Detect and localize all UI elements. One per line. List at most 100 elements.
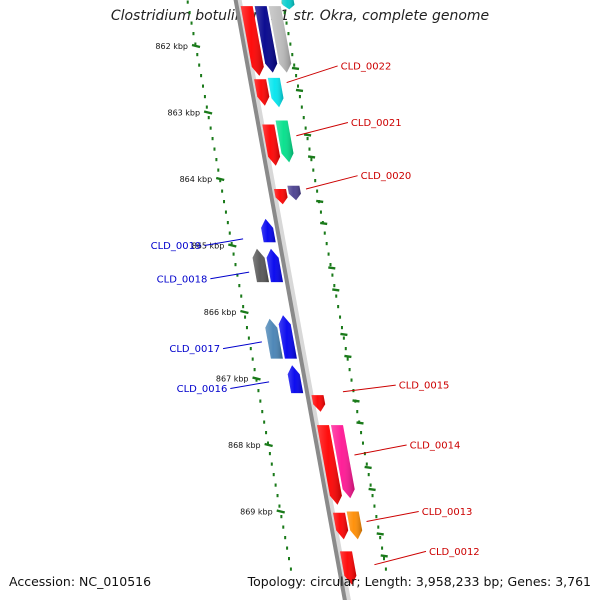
guide-dot (226, 221, 229, 225)
gene-arrow-shade (287, 365, 304, 394)
gene-label-text[interactable]: CLD_0018 (157, 274, 208, 285)
tick-label: 869 kbp (240, 508, 273, 517)
gene-arrow[interactable] (265, 318, 283, 359)
gene-label-text[interactable]: CLD_0015 (399, 381, 450, 392)
tick-mark (276, 509, 286, 514)
gene-label[interactable]: CLD_0016 (177, 381, 270, 395)
gene-label-text[interactable]: CLD_0021 (351, 118, 402, 129)
gene-arrow[interactable] (252, 248, 269, 283)
gene-label[interactable]: CLD_0018 (157, 271, 250, 285)
guide-dot (297, 84, 300, 88)
backbone (233, 0, 347, 600)
gene-arrow[interactable] (317, 425, 342, 505)
gene-arrow[interactable] (287, 365, 304, 394)
tick-mark (252, 376, 261, 381)
gene-arrow[interactable] (262, 124, 281, 166)
gene-arrow[interactable] (266, 248, 283, 283)
gene-label[interactable]: CLD_0021 (296, 118, 402, 137)
gene-label[interactable]: CLD_0012 (374, 547, 480, 566)
tick-mark (264, 442, 273, 448)
gene-label[interactable]: CLD_0020 (305, 171, 412, 190)
guide-dot (344, 347, 347, 351)
gene-arrow[interactable] (278, 315, 297, 359)
tick-mark (228, 243, 237, 248)
gene-arrow[interactable] (331, 425, 355, 499)
guide-dot (219, 179, 222, 183)
gene-label-text[interactable]: CLD_0012 (429, 547, 480, 558)
guide-dot (284, 536, 287, 540)
guide-dot (285, 21, 288, 25)
gene-label-text[interactable]: CLD_0020 (361, 171, 412, 182)
gene-arrow[interactable] (268, 6, 292, 73)
guide-dot (205, 105, 208, 109)
minor-tick (344, 354, 352, 359)
gene-arrow[interactable] (240, 6, 264, 76)
gene-arrow-shade (278, 315, 297, 359)
guide-dot (293, 63, 296, 67)
scale-tick: 862 kbp (155, 42, 201, 51)
gene-label[interactable]: CLD_0013 (366, 507, 473, 522)
gene-arrow[interactable] (261, 218, 276, 243)
guide-dot (323, 231, 326, 235)
minor-tick (295, 88, 304, 93)
gene-arrow[interactable] (311, 395, 326, 412)
minor-tick (303, 133, 312, 137)
gene-arrow-shade (311, 395, 326, 412)
gene-arrow[interactable] (287, 185, 301, 201)
gene-arrow-shade (240, 6, 264, 76)
gene-arrow[interactable] (340, 551, 357, 585)
minor-tick (376, 532, 384, 536)
gene-features (240, 0, 363, 585)
guide-dot (310, 158, 313, 162)
gene-arrow-shade (262, 124, 281, 166)
tick-mark (203, 110, 213, 115)
guide-dot (224, 210, 227, 214)
gene-arrow-shade (340, 551, 357, 585)
gene-label[interactable]: CLD_0015 (342, 381, 450, 393)
guide-dot (329, 263, 332, 267)
scale-tick: 866 kbp (204, 308, 249, 317)
gene-arrow[interactable] (274, 189, 288, 205)
tick-label: 867 kbp (216, 375, 249, 384)
guide-dot (245, 326, 248, 330)
gene-label[interactable]: CLD_0022 (286, 61, 392, 84)
gene-arrow[interactable] (346, 511, 363, 540)
gene-arrow[interactable] (333, 512, 349, 540)
guide-dot (339, 315, 342, 319)
gene-arrow-shade (346, 511, 363, 540)
gene-arrow-shade (275, 120, 294, 163)
gene-label[interactable]: CLD_0014 (354, 441, 461, 456)
label-leader (210, 271, 250, 280)
gene-arrow[interactable] (267, 77, 284, 108)
guide-dot (251, 357, 254, 361)
gene-arrow-shade (287, 185, 301, 201)
guide-dot (230, 242, 233, 246)
guide-dot (211, 137, 214, 141)
guide-dot (242, 305, 245, 309)
gene-arrow[interactable] (281, 0, 295, 10)
guide-dot (373, 504, 376, 508)
guide-dot (200, 74, 203, 78)
gene-arrow-shade (317, 425, 342, 505)
guide-dot (215, 158, 218, 162)
gene-label[interactable]: CLD_0019 (151, 238, 244, 252)
guide-dot (337, 305, 340, 309)
gene-label-text[interactable]: CLD_0017 (169, 344, 220, 355)
tick-mark (191, 43, 201, 49)
gene-label-text[interactable]: CLD_0019 (151, 241, 202, 252)
guide-dot (288, 557, 291, 561)
gene-arrow[interactable] (275, 120, 294, 163)
gene-label-text[interactable]: CLD_0014 (410, 441, 461, 452)
minor-tick (320, 221, 328, 226)
gene-label-text[interactable]: CLD_0013 (422, 507, 473, 518)
gene-arrow[interactable] (254, 6, 278, 73)
gene-label-text[interactable]: CLD_0022 (341, 61, 392, 72)
guide-dot (278, 504, 281, 508)
gene-label-text[interactable]: CLD_0016 (177, 384, 228, 395)
tick-mark (215, 176, 225, 182)
guide-dot (287, 32, 290, 36)
label-leader (305, 175, 358, 190)
gene-label[interactable]: CLD_0017 (169, 341, 262, 355)
gene-arrow[interactable] (254, 79, 270, 106)
